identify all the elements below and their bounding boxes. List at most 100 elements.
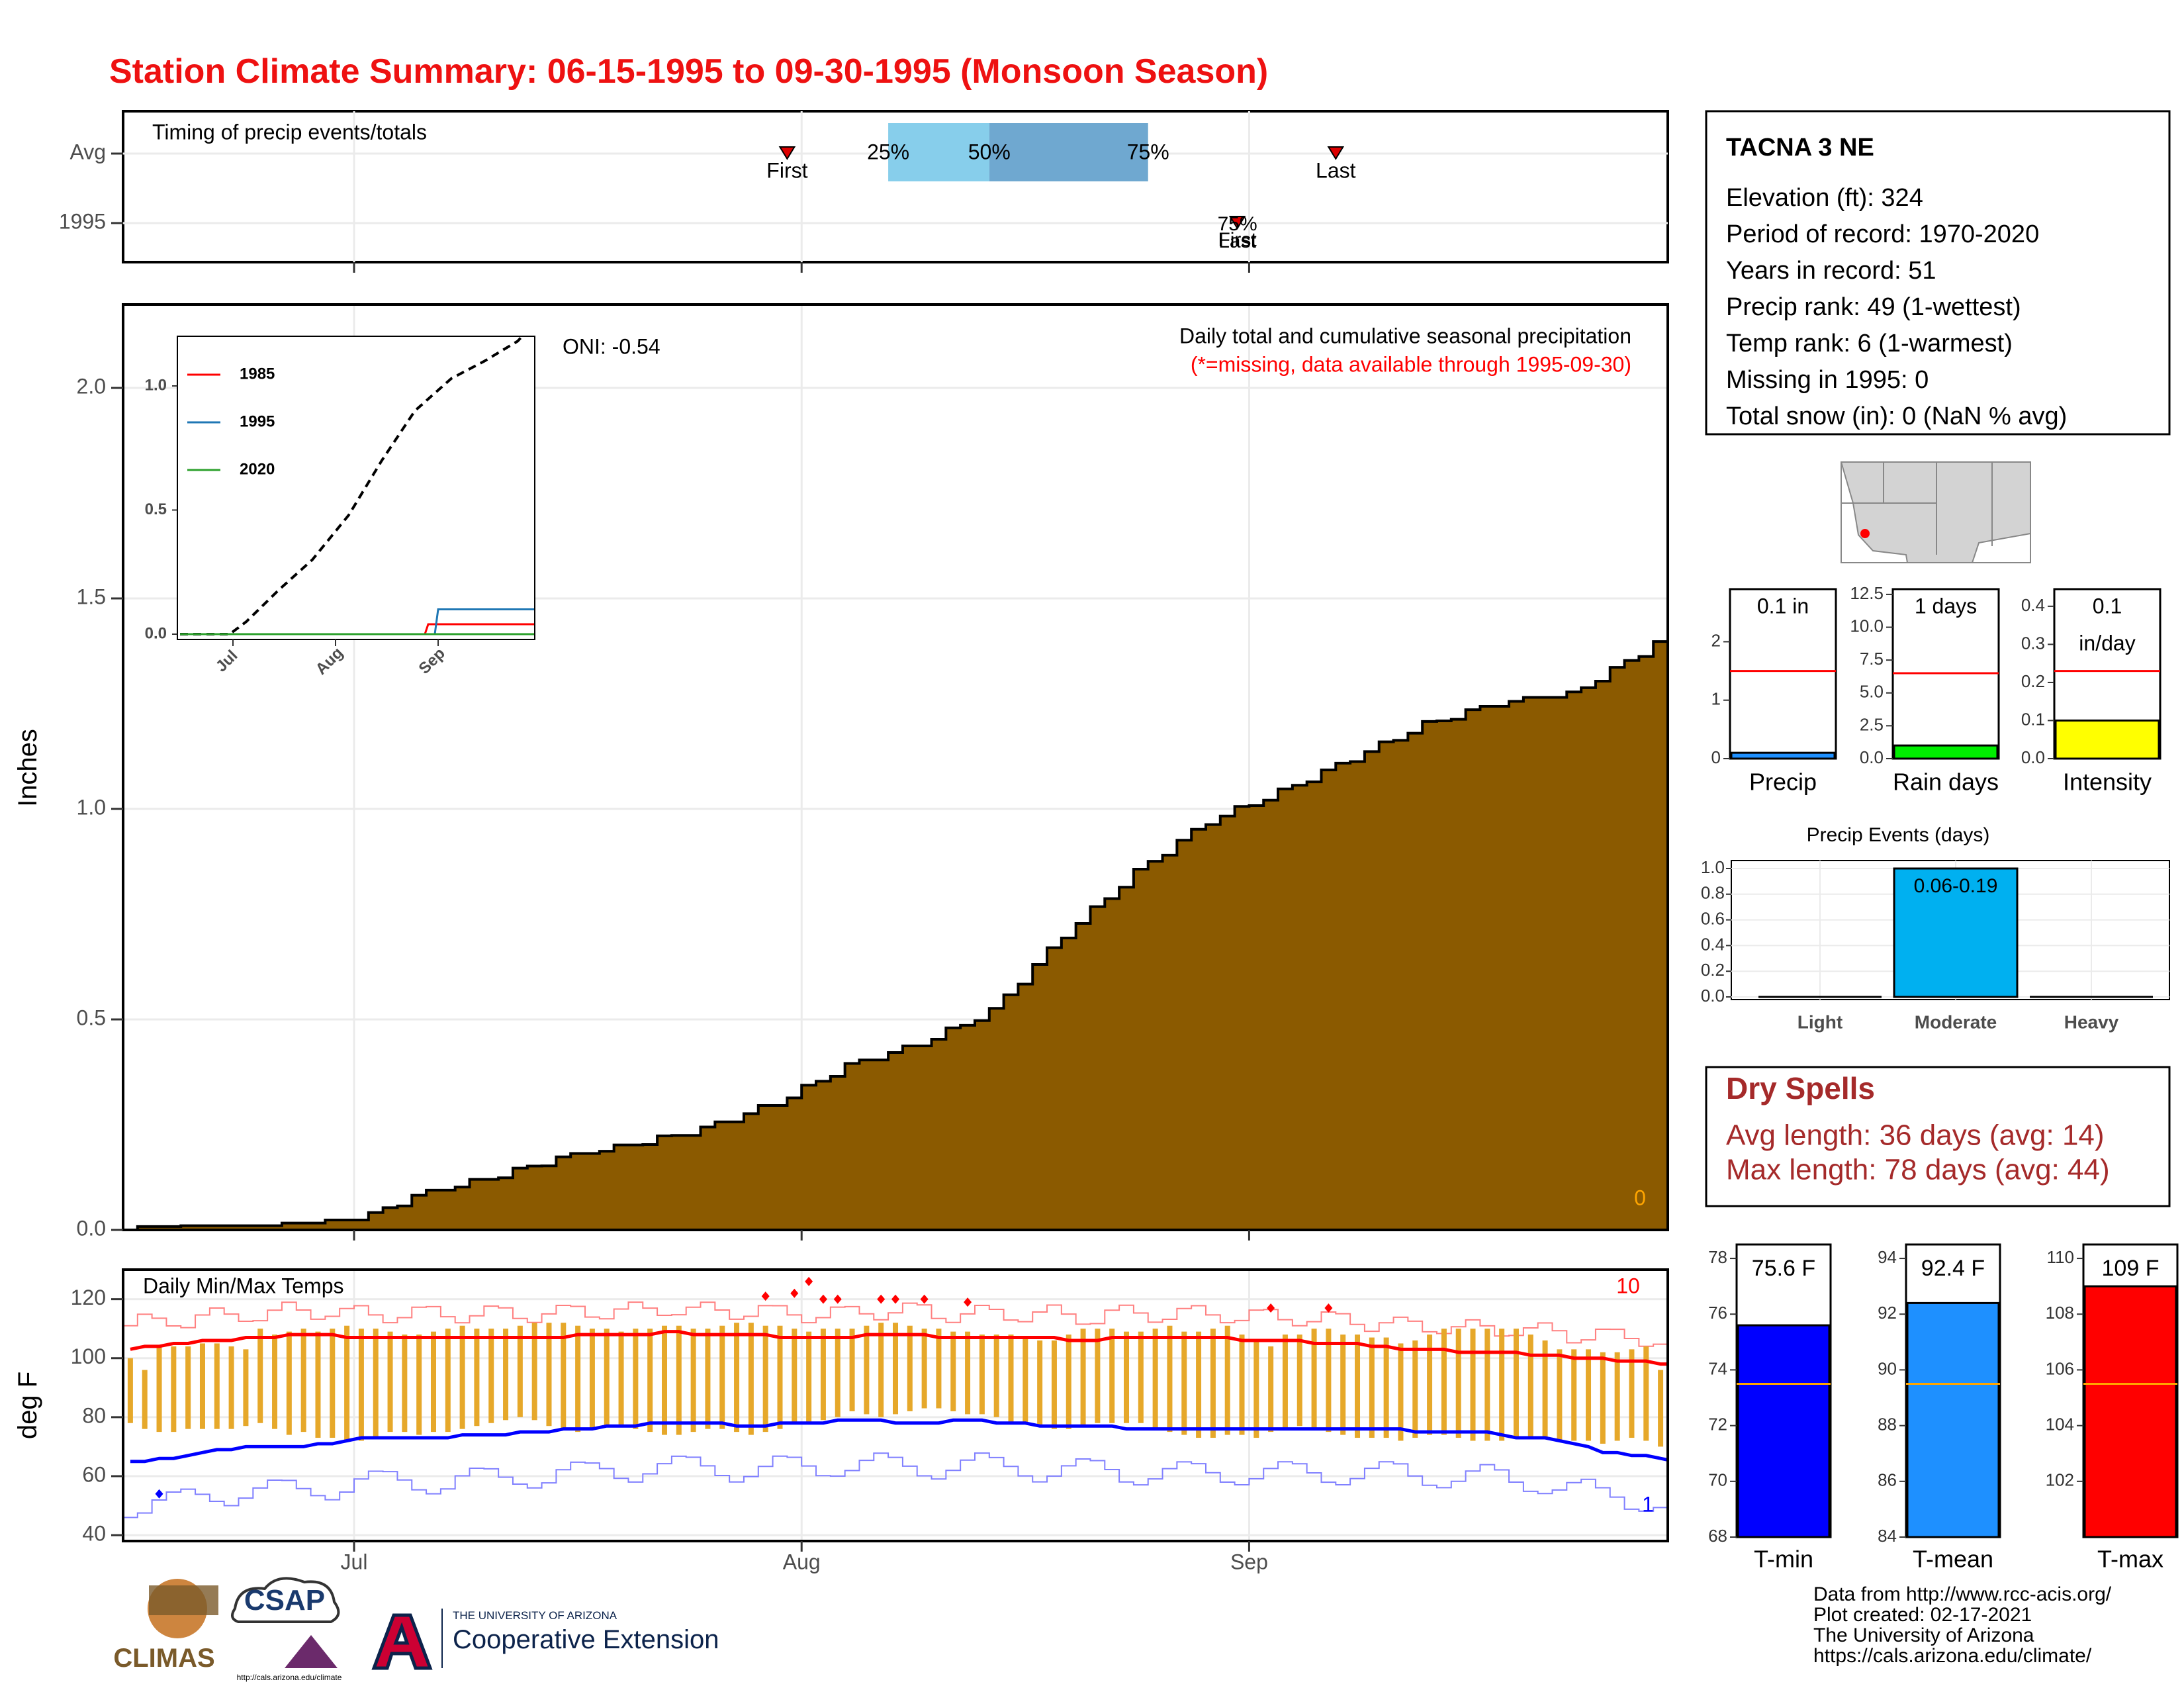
legend-label-1995: 1995 <box>240 412 275 430</box>
daily-temp-bar <box>907 1325 913 1411</box>
station-period: Period of record: 1970-2020 <box>1726 220 2039 248</box>
temp-x-tick-label-Jul: Jul <box>341 1550 368 1573</box>
t-mean-axis-label: T-mean <box>1913 1546 1993 1573</box>
daily-temp-bar <box>344 1325 350 1441</box>
daily-temp-bar <box>459 1325 465 1429</box>
precip-value-bar <box>1730 751 1836 760</box>
csap-logo-text: CSAP <box>244 1584 325 1617</box>
daily-temp-bar <box>1124 1331 1130 1423</box>
daily-temp-bar <box>1138 1331 1144 1423</box>
rain-days-value-bar <box>1893 744 1999 760</box>
daily-temp-bar <box>604 1329 610 1427</box>
timing-25pct-label: 25% <box>867 140 909 164</box>
daily-temp-bar <box>1383 1337 1389 1438</box>
daily-temp-bar <box>1586 1349 1592 1441</box>
t-max-y-tick-label: 106 <box>2046 1358 2074 1378</box>
seasonal-comparison-bars: 0 1 2 0.1 in Precip 0.0 2.5 5.0 7.5 10.0 12.5 1 day… <box>1711 583 2161 796</box>
temp-panel-frame <box>122 1268 1669 1542</box>
daily-temp-bar <box>1369 1337 1375 1438</box>
daily-temp-bar <box>618 1331 624 1427</box>
daily-temp-bar <box>993 1335 999 1417</box>
temp-y-tick-label-60: 60 <box>82 1462 106 1486</box>
station-precip-rank: Precip rank: 49 (1-wettest) <box>1726 293 2021 321</box>
daily-temp-bar <box>1152 1329 1158 1429</box>
intensity-value-label: 0.1 <box>2093 594 2122 618</box>
daily-temp-bar <box>1023 1337 1028 1423</box>
t-max-value-bar <box>2083 1285 2177 1538</box>
precip-y-ticks: 0.0 0.5 1.0 1.5 2.0 <box>77 374 123 1240</box>
rain-days-value-label: 1 days <box>1915 594 1977 618</box>
t-max-y-tick-label: 102 <box>2046 1470 2074 1490</box>
precip-events-category-light: Light <box>1797 1011 1843 1032</box>
avg-high-line <box>130 1330 1668 1366</box>
daily-temp-bar <box>1051 1340 1057 1429</box>
t-min-y-tick-label: 68 <box>1708 1526 1727 1546</box>
t-max-y-tick-label: 108 <box>2046 1303 2074 1323</box>
t-mean-y-tick-label: 84 <box>1878 1526 1897 1546</box>
daily-temp-bar <box>272 1335 278 1429</box>
daily-temp-bar <box>358 1329 364 1441</box>
t-min-value-bar <box>1737 1324 1831 1538</box>
record-high-marker <box>805 1276 813 1286</box>
t-mean-value-label: 92.4 F <box>1921 1256 1985 1281</box>
t-mean-y-tick-label: 90 <box>1878 1358 1897 1378</box>
daily-temp-bar <box>1080 1329 1086 1427</box>
daily-temp-bar <box>1109 1329 1115 1423</box>
daily-temp-bar <box>1167 1325 1173 1432</box>
temp-y-tick-label-120: 120 <box>71 1286 106 1309</box>
station-elevation: Elevation (ft): 324 <box>1726 184 1923 212</box>
daily-temp-bar <box>445 1329 451 1432</box>
university-of-arizona-logo: THE UNIVERSITY OF ARIZONA Cooperative Ex… <box>371 1609 719 1670</box>
timing-panel: Timing of precip events/totals Avg 1995 … <box>59 110 1669 273</box>
precip-y-tick-label: 2 <box>1711 630 1721 650</box>
t-min-y-tick-label: 72 <box>1708 1414 1727 1434</box>
timing-75pct-label: 75% <box>1127 140 1169 164</box>
daily-temp-bar <box>185 1346 191 1429</box>
temp-gridlines <box>123 1270 1668 1541</box>
t-mean-y-tick-label: 94 <box>1878 1247 1897 1267</box>
daily-temp-bar <box>1398 1343 1404 1441</box>
dry-spells-box: Dry Spells Avg length: 36 days (avg: 14)… <box>1705 1066 2171 1207</box>
precip-events-bar-moderate <box>1893 867 2019 998</box>
daily-temp-bar <box>1542 1340 1548 1438</box>
daily-temp-bar <box>546 1323 552 1427</box>
daily-temp-bar <box>1268 1346 1274 1432</box>
credit-data-source: Data from http://www.rcc-acis.org/ <box>1813 1583 2112 1605</box>
record-low-marker <box>155 1489 163 1499</box>
precip-frame <box>1729 588 1837 760</box>
temp-panel-label: Daily Min/Max Temps <box>143 1274 343 1297</box>
daily-temp-bar <box>762 1325 768 1432</box>
avg-low-line <box>130 1418 1668 1464</box>
daily-temp-bar <box>647 1329 653 1432</box>
daily-temp-bar <box>488 1329 494 1423</box>
daily-temp-bar <box>1527 1335 1533 1438</box>
daily-temp-bar <box>965 1331 971 1415</box>
daily-temp-bar <box>734 1323 740 1432</box>
daily-temp-bar <box>1326 1329 1332 1432</box>
precip-y-tick-label-0.0: 0.0 <box>77 1216 106 1240</box>
daily-temp-bar <box>517 1325 523 1417</box>
timing-first-label: First <box>766 158 807 182</box>
station-missing: Missing in 1995: 0 <box>1726 366 1929 394</box>
t-min-y-tick-label: 74 <box>1708 1358 1727 1378</box>
daily-temp-bar <box>1672 1379 1678 1452</box>
daily-temp-bar <box>1008 1335 1014 1423</box>
intensity-y-tick-label: 0.1 <box>2021 709 2045 729</box>
daily-temp-bar <box>1066 1335 1071 1429</box>
daily-temp-bar <box>878 1323 884 1417</box>
intensity-axis-label: Intensity <box>2063 769 2152 796</box>
climas-logo: CLIMAS <box>113 1579 218 1673</box>
timing-1995-pct-label: 75% <box>1218 213 1257 235</box>
t-min-y-tick-label: 70 <box>1708 1470 1727 1490</box>
daily-temp-bar <box>705 1329 711 1429</box>
daily-temp-bar <box>127 1358 133 1423</box>
precip-axis-label: Precip <box>1749 769 1817 796</box>
t-mean-y-tick-label: 92 <box>1878 1303 1897 1323</box>
daily-temp-bar <box>1571 1349 1577 1441</box>
daily-temp-bar <box>561 1323 567 1429</box>
daily-temp-bar <box>243 1349 249 1427</box>
precip-y-tick-label-1.5: 1.5 <box>77 585 106 608</box>
daily-temp-bar <box>228 1346 234 1429</box>
ua-name-text: THE UNIVERSITY OF ARIZONA <box>453 1609 617 1622</box>
